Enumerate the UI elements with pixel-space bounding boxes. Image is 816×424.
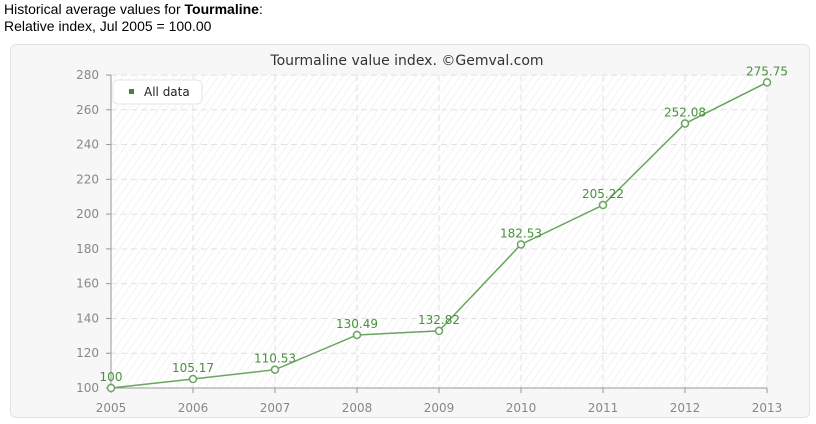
data-point xyxy=(762,78,772,87)
y-tick-label: 200 xyxy=(76,207,99,221)
x-tick-label: 2009 xyxy=(424,401,455,415)
data-point xyxy=(106,383,116,393)
legend[interactable]: All data xyxy=(112,79,203,105)
data-point xyxy=(516,240,526,249)
intro-text: Historical average values for Tourmaline… xyxy=(4,1,263,35)
intro-line-1: Historical average values for Tourmaline… xyxy=(4,1,263,18)
data-label: 252.08 xyxy=(664,106,706,120)
data-label: 110.53 xyxy=(254,352,296,366)
data-label: 275.75 xyxy=(746,64,788,78)
legend-marker xyxy=(129,89,134,94)
x-tick-label: 2008 xyxy=(342,401,373,415)
y-tick-label: 180 xyxy=(76,242,99,256)
y-tick-label: 120 xyxy=(76,346,99,360)
data-point xyxy=(352,330,362,340)
x-tick-label: 2013 xyxy=(752,401,783,415)
y-tick-label: 100 xyxy=(76,381,99,395)
legend-label: All data xyxy=(144,85,190,99)
data-label: 182.53 xyxy=(500,226,542,240)
y-tick-label: 280 xyxy=(76,68,99,82)
y-tick-label: 160 xyxy=(76,277,99,291)
y-tick-label: 260 xyxy=(76,103,99,117)
data-labels: 100 105.17 110.53 130.49 132.82 182.53 205.22 2… xyxy=(100,64,788,384)
x-tick-label: 2012 xyxy=(670,401,701,415)
intro-prefix: Historical average values for xyxy=(4,1,185,17)
data-point xyxy=(680,119,690,128)
data-label: 100 xyxy=(100,370,123,384)
data-point xyxy=(188,374,198,384)
y-tick-label: 140 xyxy=(76,311,99,325)
x-tick-label: 2010 xyxy=(506,401,537,415)
intro-line-2: Relative index, Jul 2005 = 100.00 xyxy=(4,18,212,34)
plot-area xyxy=(111,75,767,388)
data-label: 132.82 xyxy=(418,313,460,327)
legend-box xyxy=(112,79,203,105)
x-tick-label: 2007 xyxy=(260,401,291,415)
data-point xyxy=(598,200,608,210)
x-tick-label: 2005 xyxy=(96,401,127,415)
series-all-data xyxy=(106,78,772,393)
y-tick-label: 240 xyxy=(76,138,99,152)
data-label: 105.17 xyxy=(172,361,214,375)
x-tick-label: 2011 xyxy=(588,401,619,415)
chart-title: Tourmaline value index. ©Gemval.com xyxy=(269,53,543,69)
y-tick-label: 220 xyxy=(76,172,99,186)
data-label: 130.49 xyxy=(336,317,378,331)
x-tick-label: 2006 xyxy=(178,401,209,415)
data-point xyxy=(434,326,444,336)
gem-name: Tourmaline xyxy=(184,1,259,17)
data-point xyxy=(270,365,280,374)
data-label: 205.22 xyxy=(582,187,624,201)
intro-suffix: : xyxy=(258,1,263,17)
